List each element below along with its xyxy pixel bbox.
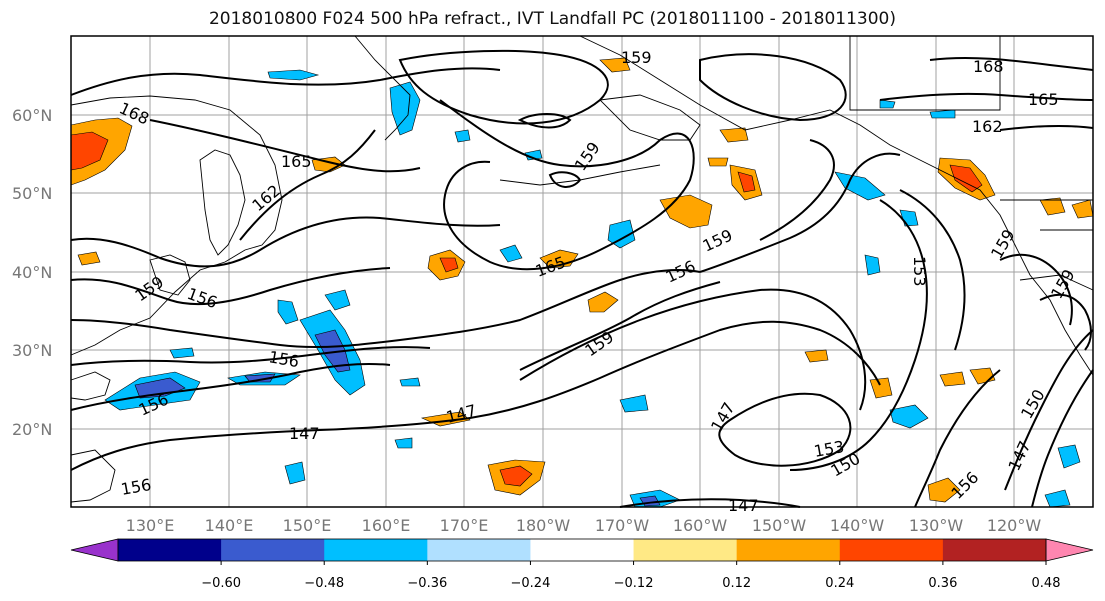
- lon-label: 140°W: [830, 516, 885, 535]
- colorbar-tick-label: 0.48: [1032, 576, 1061, 591]
- lat-label: 30°N: [12, 341, 52, 360]
- colorbar-tick-label: −0.60: [201, 576, 241, 591]
- colorbar-segment: [736, 539, 841, 561]
- lat-label: 60°N: [12, 106, 52, 125]
- lon-label: 170°W: [595, 516, 650, 535]
- lon-label: 140°E: [205, 516, 254, 535]
- map-frame: [70, 35, 1094, 508]
- colorbar-segments: [118, 539, 1047, 561]
- contour-label-147-b: 147: [289, 424, 320, 443]
- colorbar-extend-right: [1045, 538, 1094, 562]
- lon-label: 150°E: [283, 516, 332, 535]
- colorbar-tick-label: −0.12: [614, 576, 654, 591]
- contour-label-168-b: 168: [973, 57, 1004, 76]
- lon-label: 160°W: [673, 516, 728, 535]
- colorbar-frame: [117, 538, 1047, 562]
- lon-label: 180°W: [516, 516, 571, 535]
- contour-label-147-e: 147: [728, 496, 759, 515]
- lon-label: 160°E: [362, 516, 411, 535]
- map-panel: 168 165 162 159 159 165 159 156 159 156 …: [70, 35, 1094, 515]
- contour-label-162-b: 162: [972, 117, 1003, 136]
- colorbar-segment: [221, 539, 325, 561]
- colorbar-segment: [530, 539, 635, 561]
- contour-label-165-c: 165: [1028, 90, 1059, 109]
- colorbar-tick-label: −0.24: [511, 576, 551, 591]
- colorbar-ticks: −0.60 −0.48 −0.36 −0.24 −0.12 0.12 0.24 0.36 0.4…: [201, 561, 1061, 591]
- colorbar-segment: [839, 539, 944, 561]
- colorbar-segment: [427, 539, 531, 561]
- lon-label: 130°W: [909, 516, 964, 535]
- colorbar-segment: [118, 539, 222, 561]
- colorbar-tick-label: −0.36: [407, 576, 447, 591]
- lon-label: 170°E: [440, 516, 489, 535]
- refractivity-contours: [70, 49, 1094, 508]
- longitude-axis: 130°E 140°E 150°E 160°E 170°E 180°W 170°…: [126, 516, 1042, 535]
- lat-label: 50°N: [12, 184, 52, 203]
- colorbar-tick-label: −0.48: [304, 576, 344, 591]
- gridlines: [71, 36, 1093, 507]
- colorbar-segment: [942, 539, 1047, 561]
- colorbar: −0.60 −0.48 −0.36 −0.24 −0.12 0.12 0.24 0.36 0.4…: [70, 538, 1094, 591]
- colorbar-extend-left: [70, 538, 119, 562]
- colorbar-segment: [324, 539, 428, 561]
- contour-label-159-a: 159: [621, 48, 652, 67]
- lon-label: 120°W: [987, 516, 1042, 535]
- colorbar-segment: [633, 539, 738, 561]
- lat-label: 20°N: [12, 420, 52, 439]
- ivt-positive-shading: [70, 57, 1094, 503]
- colorbar-tick-label: 0.24: [825, 576, 854, 591]
- colorbar-tick-label: 0.12: [722, 576, 751, 591]
- lon-label: 130°E: [126, 516, 175, 535]
- contour-label-165-a: 165: [281, 152, 312, 171]
- page-title: 2018010800 F024 500 hPa refract., IVT La…: [208, 9, 896, 29]
- lon-label: 150°W: [752, 516, 807, 535]
- contour-label-153-b: 153: [910, 256, 929, 287]
- lat-label: 40°N: [12, 263, 52, 282]
- colorbar-tick-label: 0.36: [928, 576, 957, 591]
- latitude-axis: 60°N 50°N 40°N 30°N 20°N: [12, 106, 52, 439]
